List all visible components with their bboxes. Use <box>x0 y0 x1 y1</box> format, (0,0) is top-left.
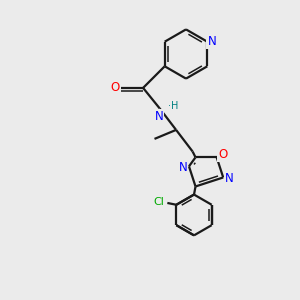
Text: N: N <box>178 161 188 174</box>
Text: ·H: ·H <box>168 101 178 111</box>
Text: N: N <box>207 35 216 48</box>
Text: Cl: Cl <box>153 197 164 207</box>
Text: O: O <box>218 148 227 161</box>
Text: N: N <box>154 110 164 123</box>
Text: O: O <box>110 81 119 94</box>
Text: N: N <box>225 172 234 185</box>
